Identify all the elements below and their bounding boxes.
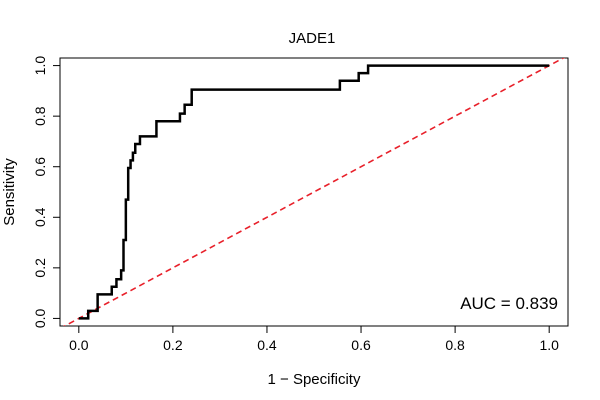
x-tick-label: 0.6 xyxy=(351,337,371,353)
x-tick-label: 0.4 xyxy=(257,337,277,353)
x-tick-label: 1.0 xyxy=(539,337,559,353)
x-axis-label: 1 − Specificity xyxy=(268,371,361,388)
roc-curve-layer xyxy=(78,64,550,320)
y-tick-label: 1.0 xyxy=(32,56,48,76)
y-tick-label: 0.6 xyxy=(32,157,48,177)
auc-annotation: AUC = 0.839 xyxy=(460,294,558,313)
roc-curve-line xyxy=(78,64,550,320)
y-tick-label: 0.0 xyxy=(32,308,48,328)
plot-frame xyxy=(59,57,569,327)
reference-diagonal-line xyxy=(63,58,565,326)
y-axis: 0.0 0.2 0.4 0.6 0.8 1.0 xyxy=(32,56,61,328)
x-tick-label: 0.0 xyxy=(69,337,89,353)
reference-line-layer xyxy=(63,58,565,326)
y-tick-label: 0.4 xyxy=(32,207,48,227)
x-tick-label: 0.2 xyxy=(163,337,183,353)
y-tick-label: 0.8 xyxy=(32,106,48,126)
chart-title: JADE1 xyxy=(289,30,336,47)
y-tick-label: 0.2 xyxy=(32,258,48,278)
y-axis-label: Sensitivity xyxy=(1,158,18,226)
x-axis: 0.0 0.2 0.4 0.6 0.8 1.0 xyxy=(69,325,559,353)
x-tick-label: 0.8 xyxy=(445,337,465,353)
